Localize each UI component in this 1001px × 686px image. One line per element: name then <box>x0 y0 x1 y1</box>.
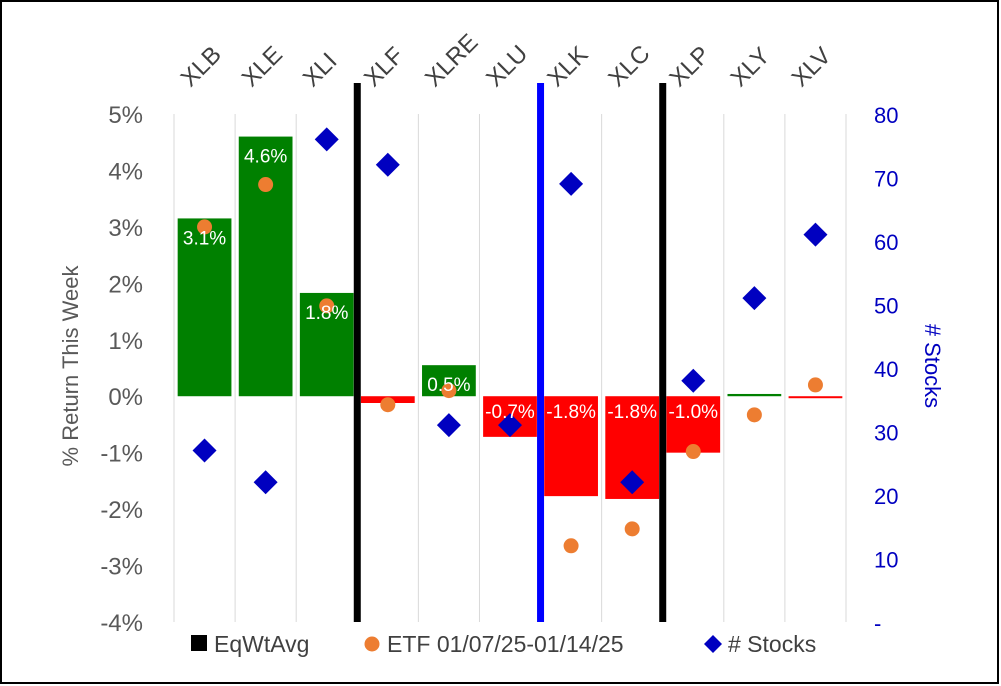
legend-swatch-eqwtavg <box>191 635 207 651</box>
y-tick-label: 3% <box>108 215 143 242</box>
etf-dot-xlc <box>624 521 640 537</box>
y-tick-label: -1% <box>100 441 143 468</box>
legend-swatch-stocks <box>704 635 722 653</box>
bar-label-xlb: 3.1% <box>183 228 226 249</box>
bar-xlb <box>177 218 232 397</box>
y-tick-label: -3% <box>100 554 143 581</box>
bar-label-xlu: -0.7% <box>485 402 535 423</box>
legend-label-etf: ETF 01/07/25-01/14/25 <box>387 631 624 657</box>
bar-data-labels: 3.1% 4.6% 1.8% 0.5% -0.7% -1.8% -1.8% -1.0% <box>183 147 718 424</box>
legend: EqWtAvg ETF 01/07/25-01/14/25 # Stocks <box>191 631 816 657</box>
y2-tick-label: 40 <box>874 357 898 382</box>
y2-tick-label: 60 <box>874 230 898 255</box>
bar-xly <box>727 393 782 397</box>
stocks-diamond-xly <box>742 286 767 311</box>
stocks-diamond-xli <box>314 127 339 152</box>
etf-dot-xlre <box>441 383 457 399</box>
legend-label-eqwtavg: EqWtAvg <box>214 631 309 657</box>
stocks-diamond-xlc <box>620 470 645 495</box>
etf-dot-xlp <box>685 444 701 460</box>
dividers <box>353 83 667 622</box>
y-tick-label: 5% <box>108 102 143 129</box>
y2-tick-label: 80 <box>874 103 898 128</box>
bar-xle <box>238 136 293 397</box>
bar-label-xlp: -1.0% <box>668 402 718 423</box>
y-axis-title: % Return This Week <box>58 265 83 467</box>
etf-dot-xlb <box>197 219 213 235</box>
legend-label-stocks: # Stocks <box>728 631 816 657</box>
y-axis-ticks: -4% -3% -2% -1% 0% 1% 2% 3% 4% 5% <box>100 102 143 637</box>
stocks-diamond-xlp <box>681 368 706 393</box>
etf-dot-xlk <box>563 538 579 554</box>
y-tick-label: -4% <box>100 610 143 637</box>
bar-xlp <box>666 396 721 453</box>
etf-dot-xle <box>258 177 274 193</box>
y-tick-label: 2% <box>108 271 143 298</box>
bar-xlv <box>788 396 843 399</box>
etf-dot-xlv <box>807 377 823 393</box>
stocks-diamond-xlu <box>498 413 522 438</box>
bars <box>177 136 843 499</box>
y2-axis-title: # Stocks <box>920 324 945 408</box>
y2-tick-label: 10 <box>874 548 898 573</box>
bar-label-xli: 1.8% <box>305 303 348 324</box>
y2-tick-label: 50 <box>874 294 898 319</box>
y-tick-label: 1% <box>108 328 143 355</box>
stock-count-diamonds <box>192 127 828 495</box>
stocks-diamond-xlre <box>436 413 461 438</box>
y2-tick-label: 20 <box>874 484 898 509</box>
bar-label-xlk: -1.8% <box>546 402 596 423</box>
stocks-diamond-xlv <box>803 222 828 247</box>
y2-tick-label: - <box>874 611 881 636</box>
legend-swatch-etf <box>364 636 380 652</box>
bar-label-xlre: 0.5% <box>427 375 470 396</box>
bar-label-xlc: -1.8% <box>607 402 657 423</box>
stocks-diamond-xle <box>253 470 278 495</box>
stocks-diamond-xlb <box>192 438 217 463</box>
y-tick-label: 0% <box>108 384 143 411</box>
y-tick-label: 4% <box>108 158 143 185</box>
bar-label-xle: 4.6% <box>244 147 287 168</box>
stocks-diamond-xlk <box>559 171 584 196</box>
bar-xlk <box>544 396 598 497</box>
stocks-diamond-xlf <box>375 152 400 177</box>
y2-tick-label: 70 <box>874 167 898 192</box>
y2-axis-ticks: - 10 20 30 40 50 60 70 80 <box>874 103 898 636</box>
etf-dot-xlf <box>380 397 396 413</box>
y-tick-label: -2% <box>100 497 143 524</box>
etf-dot-xli <box>319 298 335 314</box>
y2-tick-label: 30 <box>874 421 898 446</box>
etf-dot-xly <box>746 407 762 423</box>
